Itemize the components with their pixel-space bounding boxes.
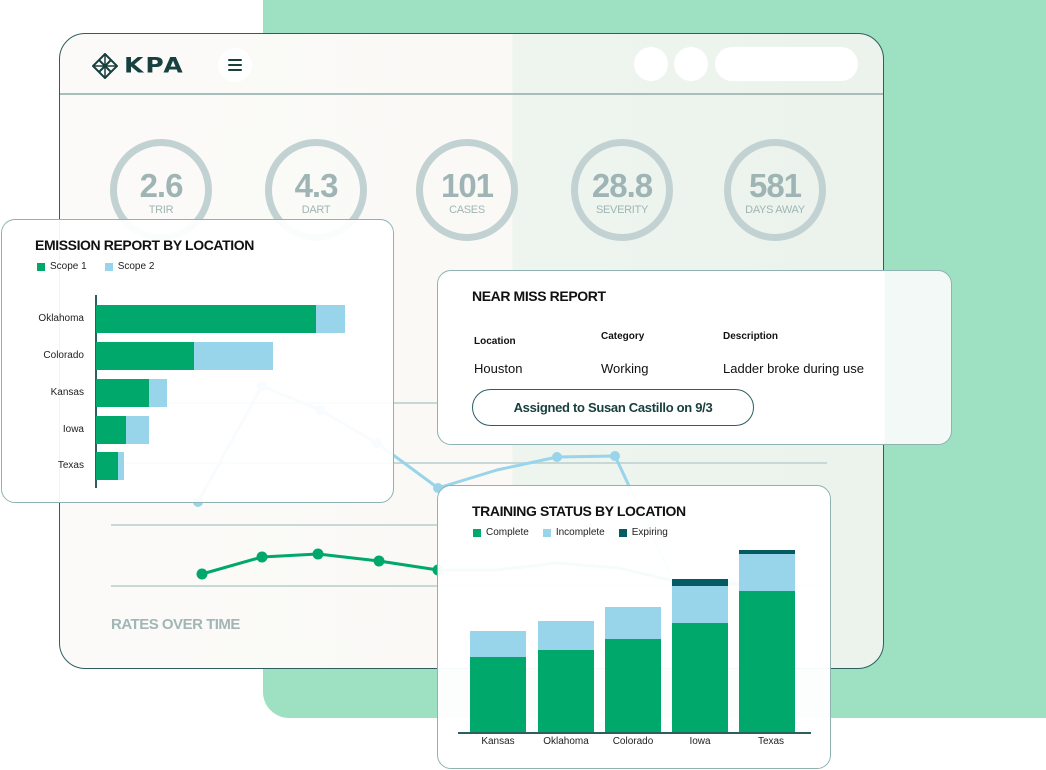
bar-incomplete: [538, 621, 594, 650]
logo[interactable]: KPA: [92, 51, 185, 80]
kpi-value: 28.8: [591, 166, 653, 204]
bar-incomplete: [470, 631, 526, 657]
x-label: Oklahoma: [543, 736, 589, 747]
legend-label: Scope 2: [117, 261, 155, 272]
bar-scope-2: [316, 305, 345, 333]
kpi-label: DART: [301, 203, 331, 216]
bar-row-iowa[interactable]: Iowa: [2, 416, 393, 444]
x-axis-line: [458, 732, 811, 734]
logo-text: KPA: [124, 53, 185, 78]
bar-scope-2: [126, 416, 149, 444]
legend-swatch-dark-teal: [618, 528, 627, 537]
bar-label: Kansas: [50, 387, 84, 398]
bar-scope-1: [96, 452, 118, 480]
legend-swatch-green: [37, 262, 45, 271]
hamburger-line: [228, 69, 242, 71]
legend-label: Scope 1: [50, 261, 87, 272]
emission-report-title: EMISSION REPORT BY LOCATION: [35, 237, 254, 253]
kpi-severity: 28.8 SEVERITY: [571, 139, 673, 241]
bar-complete: [605, 639, 661, 732]
x-label: Iowa: [689, 736, 711, 747]
bar-incomplete: [605, 607, 661, 639]
y-axis-line: [95, 295, 97, 488]
bar-scope-2: [149, 379, 167, 407]
bar-incomplete: [739, 554, 795, 591]
column-header-description: Description: [723, 331, 779, 342]
legend-scope-1: Scope 1: [37, 261, 87, 272]
bar-complete: [672, 623, 728, 732]
bar-label: Texas: [57, 460, 84, 471]
bar-scope-1: [96, 416, 126, 444]
near-miss-report-card: NEAR MISS REPORT Location Category Descr…: [437, 270, 952, 445]
legend-swatch-light-blue: [104, 262, 113, 271]
cell-category: Working: [601, 361, 649, 376]
bar-scope-2: [194, 342, 273, 370]
bar-row-oklahoma[interactable]: Oklahoma: [2, 305, 393, 333]
x-label: Kansas: [481, 736, 515, 747]
bar-incomplete: [672, 586, 728, 623]
legend-swatch-green: [473, 528, 481, 537]
top-bar: KPA: [60, 34, 883, 94]
kpi-label: DAYS AWAY: [745, 203, 805, 216]
kpi-label: TRIR: [148, 203, 174, 216]
rates-over-time-title: RATES OVER TIME: [111, 616, 240, 633]
bar-label: Oklahoma: [38, 313, 84, 324]
bar-label: Colorado: [43, 350, 84, 361]
kpi-label: SEVERITY: [595, 203, 648, 216]
bar-label: Iowa: [62, 424, 84, 435]
kpi-value: 101: [440, 166, 494, 204]
bar-row-texas[interactable]: Texas: [2, 452, 393, 480]
kpi-label: CASES: [449, 203, 485, 216]
bar-complete: [739, 591, 795, 732]
kpi-cases: 101 CASES: [416, 139, 518, 241]
x-label: Colorado: [612, 736, 654, 747]
legend-scope-2: Scope 2: [104, 261, 155, 272]
legend-label: Complete: [486, 527, 529, 538]
column-header-location: Location: [474, 336, 516, 347]
bar-scope-1: [96, 305, 316, 333]
legend-complete: Complete: [473, 527, 529, 538]
training-status-card: TRAINING STATUS BY LOCATION Complete Inc…: [437, 485, 831, 769]
toolbar-circle-button-1[interactable]: [634, 47, 668, 81]
kpi-value: 4.3: [294, 166, 339, 204]
bar-complete: [538, 650, 594, 732]
toolbar-circle-button-2[interactable]: [674, 47, 708, 81]
chart-gridline: [111, 462, 827, 464]
cell-description: Ladder broke during use: [723, 361, 864, 376]
kpi-value: 2.6: [139, 166, 184, 204]
assigned-status-button[interactable]: Assigned to Susan Castillo on 9/3: [472, 389, 754, 426]
bar-scope-1: [96, 379, 149, 407]
training-status-title: TRAINING STATUS BY LOCATION: [472, 503, 686, 519]
bar-expiring: [739, 550, 795, 554]
hamburger-menu-button[interactable]: [218, 48, 252, 82]
hamburger-line: [228, 64, 242, 66]
emission-legend: Scope 1 Scope 2: [37, 261, 154, 272]
kpa-diamond-grid-icon: [92, 52, 118, 79]
bar-scope-2: [118, 452, 124, 480]
bar-complete: [470, 657, 526, 732]
legend-label: Expiring: [631, 527, 668, 538]
legend-label: Incomplete: [555, 527, 605, 538]
legend-swatch-light-blue: [542, 528, 551, 537]
bar-expiring: [672, 579, 728, 586]
bar-row-colorado[interactable]: Colorado: [2, 342, 393, 370]
green-series-points: [196, 548, 444, 580]
emission-report-card: EMISSION REPORT BY LOCATION Scope 1 Scop…: [1, 219, 394, 503]
x-label: Texas: [757, 736, 785, 747]
topbar-divider: [60, 93, 883, 95]
near-miss-title: NEAR MISS REPORT: [472, 288, 606, 304]
bar-scope-1: [96, 342, 194, 370]
kpi-days-away: 581 DAYS AWAY: [724, 139, 826, 241]
hamburger-menu-icon: [228, 59, 242, 61]
toolbar-search-pill[interactable]: [715, 47, 858, 81]
column-header-category: Category: [601, 331, 645, 342]
kpi-value: 581: [748, 166, 802, 204]
bar-row-kansas[interactable]: Kansas: [2, 379, 393, 407]
training-legend: Complete Incomplete Expiring: [473, 527, 668, 538]
legend-incomplete: Incomplete: [542, 527, 605, 538]
legend-expiring: Expiring: [618, 527, 668, 538]
cell-location: Houston: [474, 361, 523, 376]
